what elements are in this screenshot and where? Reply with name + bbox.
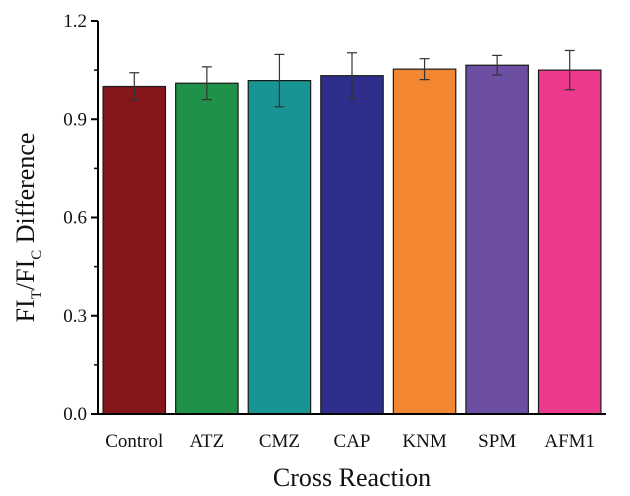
- y-tick-label: 0.0: [63, 404, 87, 425]
- y-axis-title-sub1: T: [29, 290, 45, 299]
- bars-group: [102, 64, 602, 415]
- y-tick-label: 1.2: [63, 11, 87, 32]
- x-axis-title: Cross Reaction: [273, 463, 431, 492]
- y-ticks-group: 0.0 0.3 0.6 0.9 1.2: [63, 11, 98, 425]
- x-tick-label-knm: KNM: [402, 431, 446, 452]
- bar-control: [102, 85, 167, 415]
- y-tick-label: 0.6: [63, 208, 87, 229]
- y-axis-title-part2: /FI: [11, 260, 40, 290]
- bar-atz: [175, 82, 239, 415]
- bar-cap: [320, 75, 384, 415]
- x-tick-label-afm1: AFM1: [544, 431, 595, 452]
- x-tick-label-cmz: CMZ: [259, 431, 300, 452]
- x-tick-label-spm: SPM: [478, 431, 516, 452]
- x-ticks-group: Control ATZ CMZ CAP KNM SPM AFM1: [105, 431, 595, 452]
- bar-spm: [465, 64, 529, 415]
- y-tick-label: 0.9: [63, 109, 87, 130]
- y-tick-label: 0.3: [63, 306, 87, 327]
- y-axis-title: FIT/FIC Difference: [11, 133, 45, 323]
- x-tick-label-atz: ATZ: [189, 431, 224, 452]
- bar-afm1: [537, 69, 602, 415]
- x-tick-label-control: Control: [105, 431, 163, 452]
- y-axis-title-sub2: C: [29, 250, 45, 260]
- error-bars-group: [129, 49, 575, 108]
- y-axis-title-part1: FI: [11, 299, 40, 322]
- bar-knm: [392, 68, 457, 415]
- bar-cmz: [247, 80, 312, 415]
- y-axis-title-part3: Difference: [11, 133, 40, 250]
- x-tick-label-cap: CAP: [334, 431, 371, 452]
